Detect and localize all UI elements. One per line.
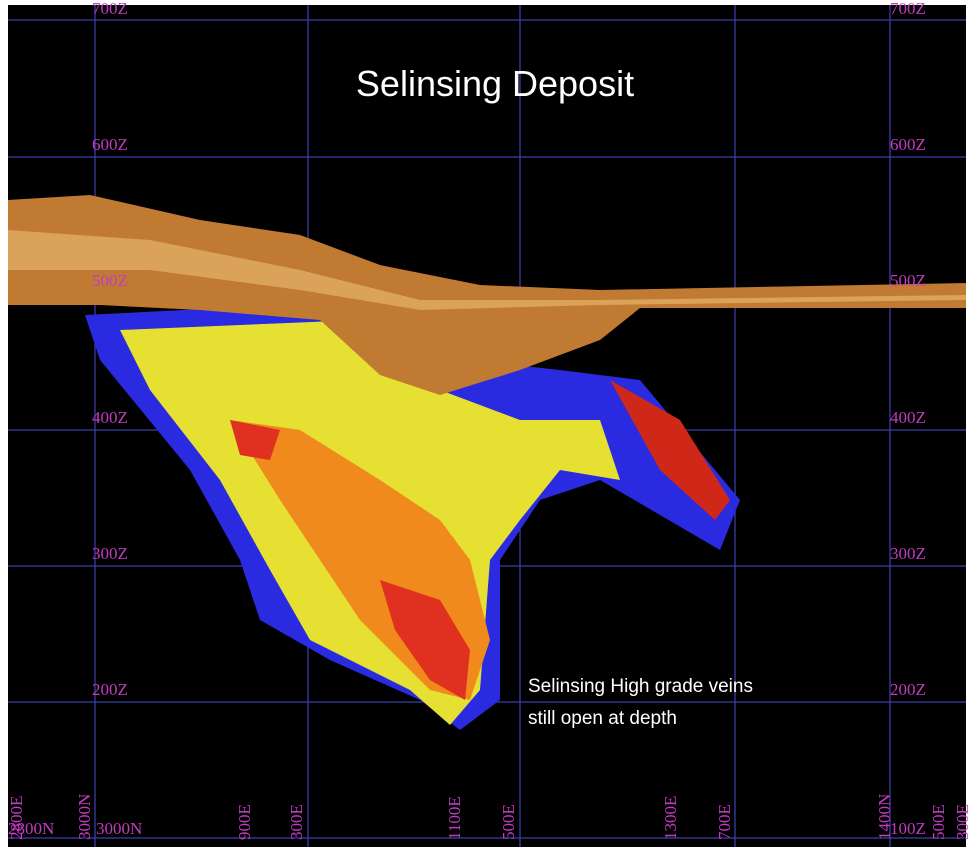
section-label: 2800N — [8, 819, 54, 838]
title: Selinsing Deposit — [356, 63, 634, 104]
annotation: still open at depth — [528, 708, 677, 729]
z-label: 200Z — [92, 680, 128, 699]
z-label: 500Z — [890, 271, 926, 290]
section-label: 3000N — [75, 794, 94, 840]
ore-body — [85, 300, 740, 730]
z-label: 300Z — [890, 544, 926, 563]
section-label: 1100E — [445, 796, 464, 840]
section-label: 3000N — [96, 819, 142, 838]
section-label: 500E — [929, 804, 948, 840]
z-label: 200Z — [890, 680, 926, 699]
section-label: 500E — [499, 804, 518, 840]
surface — [8, 195, 966, 395]
z-label: 400Z — [890, 408, 926, 427]
z-label: 100Z — [890, 819, 926, 838]
section-label: 300E — [953, 804, 971, 840]
section-label: 700E — [715, 804, 734, 840]
annotation: Selinsing High grade veins — [528, 676, 753, 697]
z-label: 400Z — [92, 408, 128, 427]
z-label: 300Z — [92, 544, 128, 563]
surface-highlight — [8, 230, 966, 310]
section-label: 1400N — [875, 794, 894, 840]
section-label: 900E — [235, 804, 254, 840]
section-label: 2800E — [7, 796, 26, 840]
z-label: 500Z — [92, 271, 128, 290]
z-label: 600Z — [890, 135, 926, 154]
z-label: 700Z — [92, 0, 128, 18]
z-label: 600Z — [92, 135, 128, 154]
section-label: 300E — [287, 804, 306, 840]
z-label: 700Z — [890, 0, 926, 18]
section-label: 1300E — [661, 796, 680, 840]
